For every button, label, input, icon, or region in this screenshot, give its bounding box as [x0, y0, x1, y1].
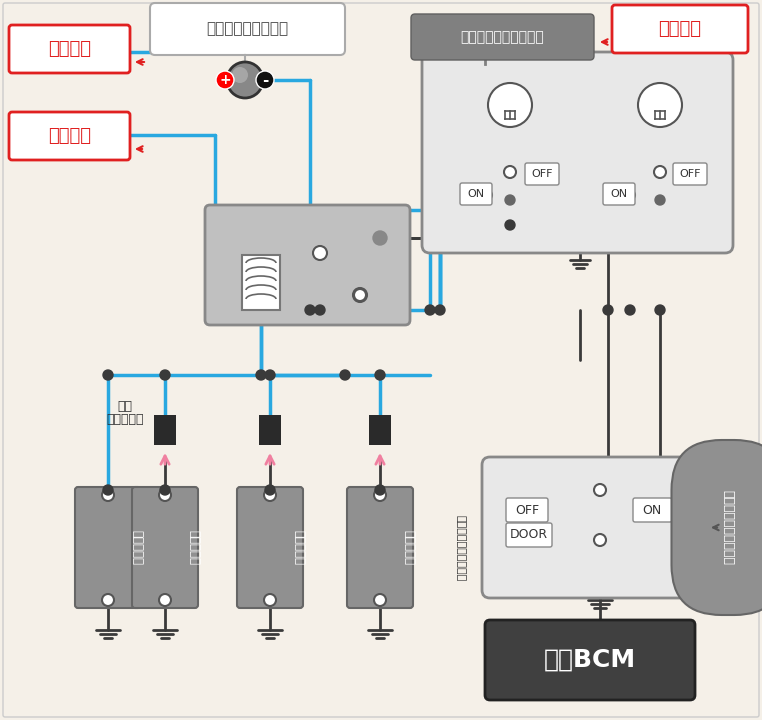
Text: 常時電源: 常時電源	[658, 20, 702, 38]
FancyBboxPatch shape	[525, 163, 559, 185]
Text: 車両BCM: 車両BCM	[544, 648, 636, 672]
FancyBboxPatch shape	[673, 163, 707, 185]
FancyBboxPatch shape	[612, 5, 748, 53]
Circle shape	[505, 220, 515, 230]
Circle shape	[353, 288, 367, 302]
FancyBboxPatch shape	[411, 14, 594, 60]
Text: OFF: OFF	[515, 503, 539, 516]
FancyBboxPatch shape	[603, 183, 635, 205]
Text: 助手席ドア: 助手席ドア	[130, 530, 143, 565]
Circle shape	[603, 305, 613, 315]
Circle shape	[655, 195, 665, 205]
Circle shape	[159, 489, 171, 501]
FancyBboxPatch shape	[633, 498, 672, 522]
FancyBboxPatch shape	[347, 487, 413, 608]
Text: 常時電源: 常時電源	[48, 40, 91, 58]
Circle shape	[373, 231, 387, 245]
Text: ON: ON	[467, 189, 485, 199]
Circle shape	[638, 83, 682, 127]
FancyBboxPatch shape	[259, 415, 281, 445]
Circle shape	[313, 246, 327, 260]
Circle shape	[655, 505, 665, 515]
Circle shape	[227, 62, 263, 98]
FancyBboxPatch shape	[506, 498, 548, 522]
Text: OFF: OFF	[531, 169, 552, 179]
Circle shape	[354, 289, 366, 301]
FancyBboxPatch shape	[506, 523, 552, 547]
FancyBboxPatch shape	[242, 255, 280, 310]
Circle shape	[265, 370, 275, 380]
Circle shape	[594, 484, 606, 496]
Text: 助手席フットランプ: 助手席フットランプ	[207, 22, 289, 37]
Circle shape	[102, 489, 114, 501]
Text: -: -	[262, 73, 268, 88]
Circle shape	[315, 305, 325, 315]
Circle shape	[103, 370, 113, 380]
Text: +: +	[219, 73, 231, 87]
Circle shape	[435, 305, 445, 315]
Text: 整流: 整流	[117, 400, 133, 413]
Text: マップランプスイッチ: マップランプスイッチ	[460, 30, 544, 44]
Text: ルームランプスイッチ: ルームランプスイッチ	[722, 490, 735, 565]
FancyBboxPatch shape	[482, 457, 728, 598]
Circle shape	[594, 534, 606, 546]
Circle shape	[488, 83, 532, 127]
Circle shape	[504, 166, 516, 178]
Circle shape	[655, 305, 665, 315]
Circle shape	[340, 370, 350, 380]
Circle shape	[374, 489, 386, 501]
Text: ダイオード: ダイオード	[106, 413, 144, 426]
Circle shape	[625, 305, 635, 315]
Circle shape	[374, 594, 386, 606]
Text: ドアカーテシスイッチ: ドアカーテシスイッチ	[455, 515, 465, 581]
Circle shape	[482, 190, 492, 200]
Text: OFF: OFF	[679, 169, 701, 179]
FancyBboxPatch shape	[485, 620, 695, 700]
Circle shape	[256, 71, 274, 89]
FancyBboxPatch shape	[9, 112, 130, 160]
Circle shape	[375, 485, 385, 495]
FancyBboxPatch shape	[132, 487, 198, 608]
FancyBboxPatch shape	[369, 415, 391, 445]
Circle shape	[216, 71, 234, 89]
Circle shape	[535, 505, 545, 515]
Text: 常時電源: 常時電源	[48, 127, 91, 145]
FancyBboxPatch shape	[205, 205, 410, 325]
Circle shape	[654, 166, 666, 178]
Text: DOOR: DOOR	[510, 528, 548, 541]
Circle shape	[375, 370, 385, 380]
Text: 左リアドア: 左リアドア	[292, 530, 305, 565]
FancyBboxPatch shape	[154, 415, 176, 445]
FancyBboxPatch shape	[9, 25, 130, 73]
Text: ON: ON	[642, 503, 661, 516]
Circle shape	[232, 67, 248, 83]
FancyBboxPatch shape	[237, 487, 303, 608]
FancyBboxPatch shape	[150, 3, 345, 55]
Circle shape	[625, 190, 635, 200]
Text: 運転席ドア: 運転席ドア	[187, 530, 200, 565]
Circle shape	[264, 489, 276, 501]
FancyBboxPatch shape	[460, 183, 492, 205]
Circle shape	[256, 370, 266, 380]
FancyBboxPatch shape	[3, 3, 759, 717]
Circle shape	[264, 594, 276, 606]
Circle shape	[160, 485, 170, 495]
Circle shape	[505, 195, 515, 205]
Text: ON: ON	[610, 189, 628, 199]
Circle shape	[102, 594, 114, 606]
Circle shape	[159, 594, 171, 606]
FancyBboxPatch shape	[75, 487, 141, 608]
Circle shape	[265, 485, 275, 495]
Circle shape	[103, 485, 113, 495]
Text: 右リアドア: 右リアドア	[402, 530, 415, 565]
Circle shape	[160, 370, 170, 380]
FancyBboxPatch shape	[422, 52, 733, 253]
Circle shape	[425, 305, 435, 315]
Circle shape	[305, 305, 315, 315]
